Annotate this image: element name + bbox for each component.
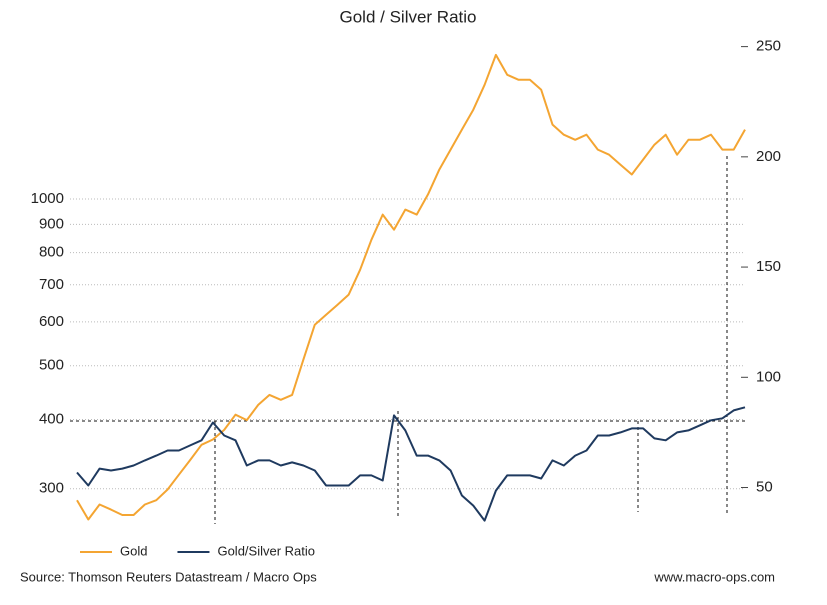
y-tick-label: 1000 [31, 190, 64, 207]
y2-tick-label: 250 [756, 38, 781, 55]
legend-label: Gold [120, 543, 147, 558]
y-tick-label: 800 [39, 244, 64, 261]
y-tick-label: 700 [39, 276, 64, 293]
chart-title: Gold / Silver Ratio [340, 7, 477, 26]
series-line [76, 406, 746, 522]
y2-tick-label: 100 [756, 368, 781, 385]
source-note: Source: Thomson Reuters Datastream / Mac… [20, 569, 317, 584]
y-tick-label: 400 [39, 410, 64, 427]
y2-tick-label: 50 [756, 478, 773, 495]
y-tick-label: 900 [39, 215, 64, 232]
y2-tick-label: 150 [756, 258, 781, 275]
y-tick-label: 500 [39, 357, 64, 374]
y-tick-label: 300 [39, 480, 64, 497]
series-line [76, 53, 746, 521]
website: www.macro-ops.com [653, 569, 775, 584]
y-tick-label: 600 [39, 313, 64, 330]
reference-lines [70, 156, 745, 524]
legend-label: Gold/Silver Ratio [217, 543, 315, 558]
y2-tick-label: 200 [756, 148, 781, 165]
